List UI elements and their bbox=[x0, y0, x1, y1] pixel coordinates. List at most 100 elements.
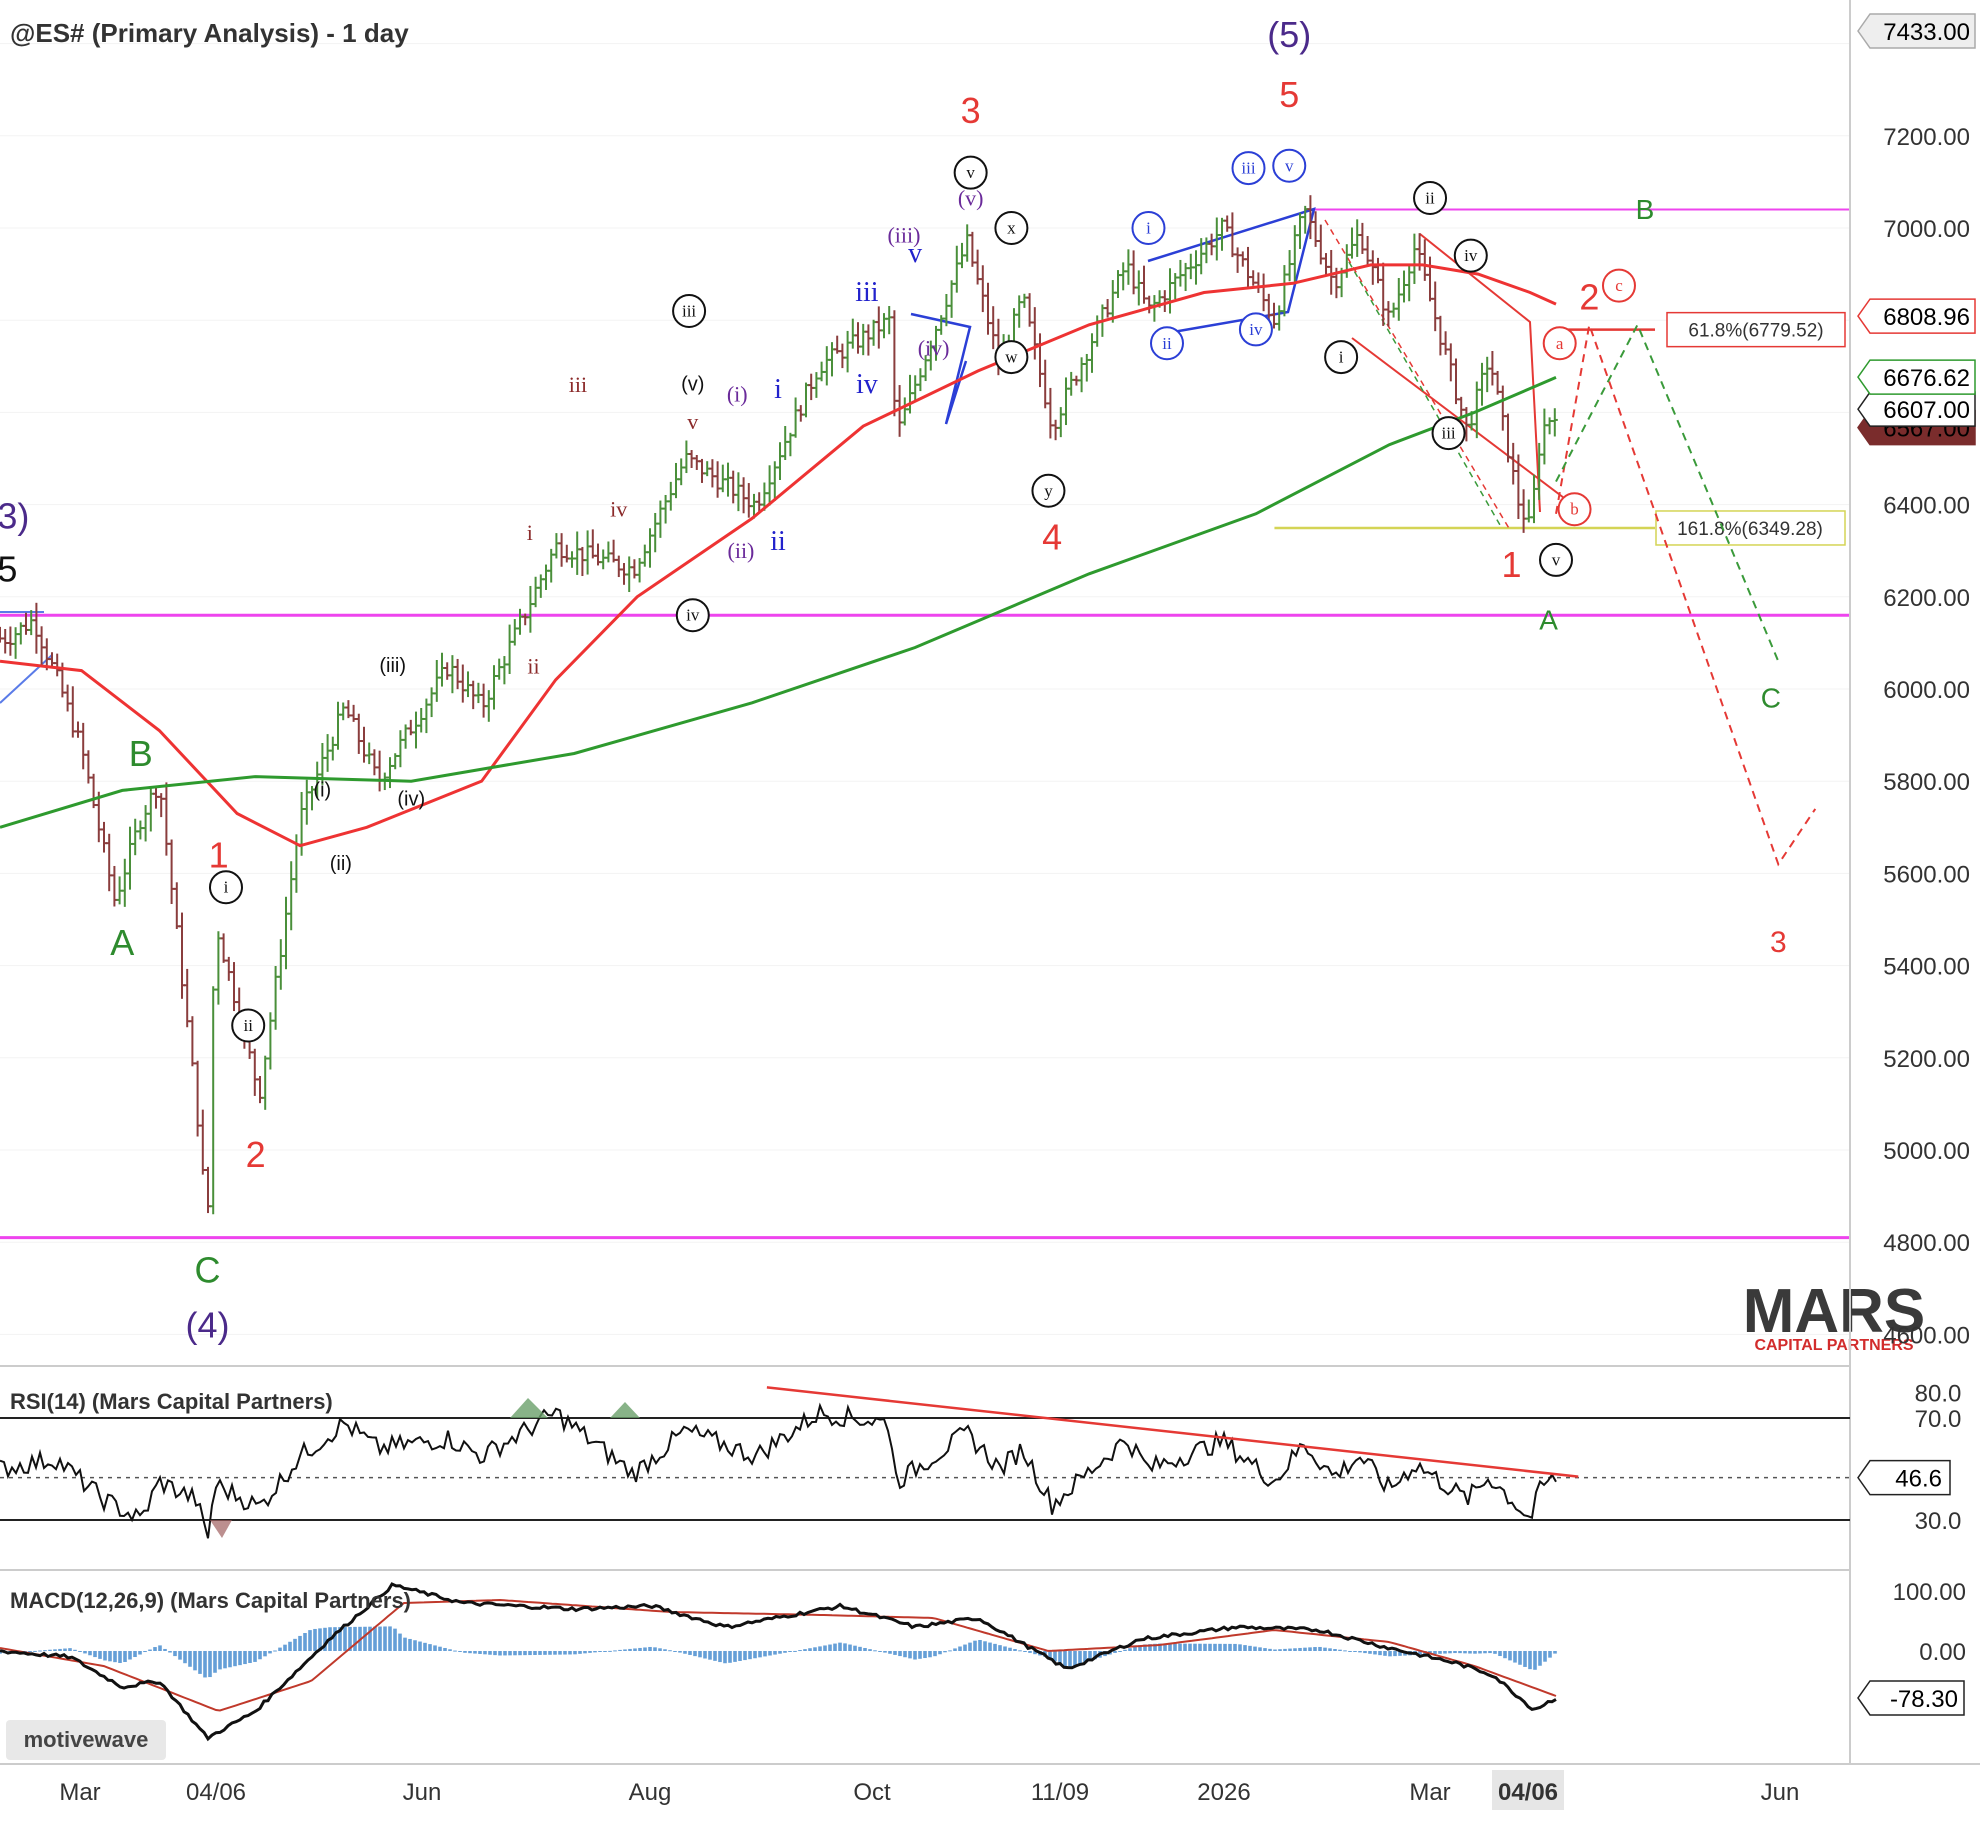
wave-label: 5 bbox=[1279, 74, 1299, 115]
macd-hist-bar bbox=[278, 1647, 282, 1651]
macd-hist-bar bbox=[868, 1649, 872, 1651]
macd-hist-bar bbox=[68, 1648, 72, 1651]
macd-hist-bar bbox=[1063, 1651, 1067, 1667]
time-tick: 2026 bbox=[1197, 1779, 1250, 1806]
price-tick: 5200.00 bbox=[1883, 1046, 1970, 1073]
macd-hist-bar bbox=[1358, 1651, 1362, 1653]
projection-path bbox=[1555, 320, 1817, 867]
macd-hist-bar bbox=[438, 1646, 442, 1651]
macd-hist-bar bbox=[133, 1651, 137, 1658]
macd-hist-bar bbox=[1078, 1651, 1082, 1664]
price-tick: 5400.00 bbox=[1883, 954, 1970, 981]
wave-circle bbox=[953, 155, 988, 190]
wave-circle-label: iv bbox=[1464, 246, 1478, 265]
macd-hist-bar bbox=[588, 1651, 592, 1653]
macd-hist-bar bbox=[1338, 1649, 1342, 1651]
macd-hist-bar bbox=[213, 1651, 217, 1673]
macd-hist-bar bbox=[828, 1644, 832, 1651]
wave-label: iii bbox=[855, 277, 879, 308]
wave-label: 2 bbox=[1579, 277, 1599, 318]
macd-hist-bar bbox=[798, 1650, 802, 1652]
macd-hist-bar bbox=[1508, 1651, 1512, 1661]
wave-circle-label: v bbox=[1285, 156, 1294, 175]
macd-hist-bar bbox=[413, 1640, 417, 1651]
macd-hist-bar bbox=[883, 1651, 887, 1653]
macd-hist-bar bbox=[183, 1651, 187, 1664]
macd-hist-bar bbox=[418, 1641, 422, 1651]
macd-hist-bar bbox=[283, 1644, 287, 1651]
time-tick: Mar bbox=[59, 1779, 100, 1806]
rsi-trendline bbox=[766, 1386, 1579, 1478]
macd-hist-bar bbox=[1343, 1650, 1347, 1652]
red-dash-channel bbox=[1324, 219, 1511, 531]
macd-hist-bar bbox=[853, 1645, 857, 1651]
price-tag-black bbox=[1857, 391, 1976, 427]
macd-hist-bar bbox=[918, 1651, 922, 1659]
wave-label: (3) bbox=[0, 496, 29, 537]
macd-hist-bar bbox=[1323, 1647, 1327, 1651]
time-tick: Oct bbox=[853, 1779, 891, 1806]
macd-hist-bar bbox=[608, 1650, 612, 1652]
macd-hist-bar bbox=[1518, 1651, 1522, 1665]
macd-hist-bar bbox=[1238, 1644, 1242, 1651]
macd-hist-bar bbox=[1463, 1651, 1467, 1654]
macd-hist-bar bbox=[193, 1651, 197, 1671]
macd-hist-bar bbox=[1278, 1649, 1282, 1651]
macd-hist-bar bbox=[73, 1649, 77, 1651]
price-grid bbox=[0, 43, 1850, 1335]
time-tick: Jun bbox=[1761, 1779, 1800, 1806]
wave-label: (iv) bbox=[918, 335, 950, 360]
macd-hist-bar bbox=[1543, 1651, 1547, 1662]
wave-circle-label: a bbox=[1556, 334, 1564, 353]
macd-hist-bar bbox=[1318, 1646, 1322, 1651]
macd-hist-bar bbox=[1193, 1643, 1197, 1651]
macd-hist-bar bbox=[568, 1651, 572, 1655]
macd-hist-bar bbox=[478, 1651, 482, 1654]
blue-channel-left bbox=[0, 654, 53, 704]
rsi-pane: 80.070.0 30.0 46.6 bbox=[0, 1381, 1961, 1539]
wave-circle bbox=[1238, 312, 1273, 347]
macd-hist-bar bbox=[513, 1651, 517, 1656]
macd-hist-bar bbox=[578, 1651, 582, 1654]
macd-hist-bar bbox=[818, 1646, 822, 1651]
macd-hist-bar bbox=[1153, 1643, 1157, 1651]
macd-hist-bar bbox=[273, 1650, 277, 1652]
macd-hist-bar bbox=[713, 1651, 717, 1661]
macd-hist-bar bbox=[543, 1651, 547, 1655]
wave-label: iv bbox=[610, 497, 627, 522]
wave-circle-label: x bbox=[1007, 219, 1016, 238]
macd-hist-bar bbox=[1253, 1646, 1257, 1651]
macd-hist-bar bbox=[1438, 1651, 1442, 1654]
wave-circle bbox=[208, 870, 243, 905]
macd-hist-bar bbox=[733, 1651, 737, 1662]
macd-hist-bar bbox=[1353, 1651, 1357, 1652]
macd-hist-bar bbox=[83, 1651, 87, 1654]
rsi-title: RSI(14) (Mars Capital Partners) bbox=[10, 1389, 333, 1414]
macd-hist-bar bbox=[173, 1651, 177, 1657]
price-tag-label: 6676.62 bbox=[1883, 365, 1970, 392]
wave-circle-label: i bbox=[224, 878, 229, 897]
macd-hist-bar bbox=[463, 1651, 467, 1653]
macd-hist-bar bbox=[1213, 1643, 1217, 1651]
macd-hist-bar bbox=[1083, 1651, 1087, 1663]
wave-circle bbox=[1324, 340, 1359, 375]
wave-label: iv bbox=[856, 369, 878, 400]
wave-circle-label: i bbox=[1146, 219, 1151, 238]
wave-label: (iv) bbox=[397, 789, 425, 811]
wave-circle bbox=[675, 598, 710, 633]
wave-circle bbox=[1031, 473, 1066, 508]
macd-hist-bar bbox=[758, 1651, 762, 1658]
macd-hist-bar bbox=[198, 1651, 202, 1674]
wave-label: ii bbox=[527, 653, 539, 678]
macd-hist-bar bbox=[1158, 1643, 1162, 1651]
macd-hist-bar bbox=[708, 1651, 712, 1660]
macd-hist-bar bbox=[688, 1651, 692, 1655]
mars-logo-text: MARS bbox=[1743, 1277, 1926, 1346]
macd-hist-bar bbox=[973, 1640, 977, 1651]
macd-hist-bar bbox=[103, 1651, 107, 1661]
macd-hist-bar bbox=[1183, 1643, 1187, 1651]
macd-hist-bar bbox=[1363, 1651, 1367, 1654]
macd-line bbox=[0, 1582, 1557, 1742]
macd-hist-bar bbox=[998, 1645, 1002, 1651]
macd-hist-bar bbox=[128, 1651, 132, 1660]
